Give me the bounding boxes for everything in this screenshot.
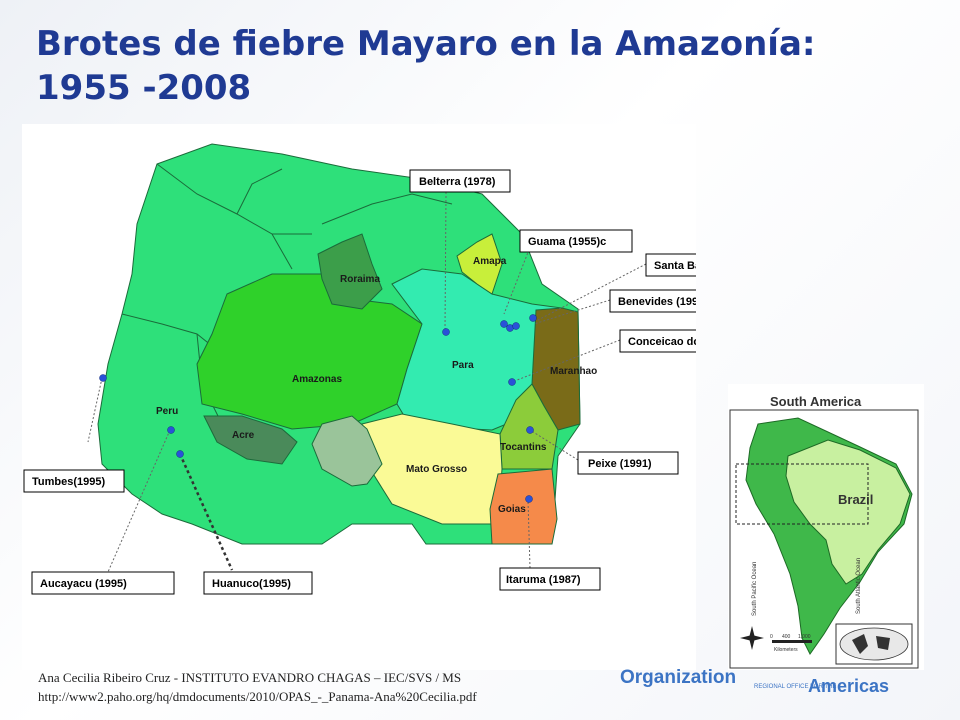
region-amapa [456, 233, 503, 295]
inset-study-area [735, 463, 869, 525]
scale-tick-400: 400 [782, 634, 791, 640]
outbreak-conceicao: Conceicao do Araguaia (1981) [628, 336, 696, 348]
amazon-outbreak-map: Roraima Amapa Amazonas Para Maranhao Acr… [22, 124, 696, 670]
inset-brazil [785, 439, 911, 585]
leader-lines [87, 191, 647, 573]
label-amapa: Amapa [473, 256, 507, 267]
title-line-2: 1955 -2008 [36, 68, 252, 108]
boundary-lines [121, 163, 453, 425]
point-tumbes [99, 374, 107, 382]
point-guama [500, 320, 508, 328]
organization-logo: Organization [620, 667, 737, 688]
box-benevides [609, 289, 696, 313]
americas-logo-small: REGIONAL OFFICE FOR THE [754, 684, 837, 690]
label-peru: Peru [156, 406, 178, 417]
outbreak-aucayacu: Aucayacu (1995) [40, 578, 127, 590]
box-peixe [577, 451, 679, 475]
point-peixe [526, 426, 534, 434]
inset-brazil-label: Brazil [838, 492, 873, 507]
title-line-1: Brotes de fiebre Mayaro en la Amazonía: [36, 24, 816, 64]
label-para: Para [452, 360, 474, 371]
label-tocantins: Tocantins [500, 442, 547, 453]
outbreak-points [99, 314, 537, 503]
box-conceicao [619, 329, 696, 353]
scale-tick-0: 0 [770, 634, 773, 640]
slide-title: Brotes de fiebre Mayaro en la Amazonía: … [36, 22, 916, 110]
region-roraima [317, 233, 383, 310]
americas-logo: REGIONAL OFFICE FOR THE Americas [748, 666, 908, 702]
box-guama [519, 229, 633, 253]
box-belterra [409, 169, 511, 193]
outbreak-huanuco: Huanuco(1995) [212, 578, 291, 590]
point-aucayacu [167, 426, 175, 434]
compass-icon [740, 626, 764, 650]
source-credit: Ana Cecilia Ribeiro Cruz - INSTITUTO EVA… [38, 668, 678, 706]
outbreak-belterra: Belterra (1978) [419, 176, 496, 188]
south-america-inset: South America Brazil South Pacific Ocean… [728, 384, 924, 670]
box-santa-barbara [645, 253, 696, 277]
outbreak-santa-barbara: Santa Barbara (2008) [654, 260, 696, 272]
credit-author: Ana Cecilia Ribeiro Cruz - INSTITUTO EVA… [38, 670, 462, 685]
scale-tick-1000: 1,000 [798, 634, 811, 640]
label-acre: Acre [232, 430, 255, 441]
outbreak-tumbes: Tumbes(1995) [32, 476, 105, 488]
inset-atlantic-label: South Atlantic Ocean [856, 558, 862, 614]
inset-svg: South America Brazil South Pacific Ocean… [729, 394, 919, 669]
box-itaruma [499, 567, 601, 591]
point-belterra [442, 328, 450, 336]
globe-icon [835, 623, 913, 665]
region-acre [203, 415, 298, 465]
scale-label: Kilometers [774, 647, 798, 653]
label-roraima: Roraima [340, 274, 380, 285]
americas-logo-big: Americas [808, 676, 890, 696]
outbreak-guama: Guama (1955)c [528, 236, 606, 248]
box-aucayacu [31, 571, 175, 595]
label-amazonas: Amazonas [292, 374, 342, 385]
outbreak-itaruma: Itaruma (1987) [506, 574, 581, 586]
label-maranhao: Maranhao [550, 366, 597, 377]
point-itaruma [525, 495, 533, 503]
inset-pacific-label: South Pacific Ocean [752, 562, 758, 616]
scale-bar: 0 400 1,000 Kilometers [770, 634, 812, 653]
outbreak-benevides: Benevides (1991) [618, 296, 696, 308]
point-huanuco [176, 450, 184, 458]
region-goias [489, 468, 558, 545]
box-tumbes [23, 469, 125, 493]
credit-url: http://www2.paho.org/hq/dmdocuments/2010… [38, 689, 477, 704]
point-benevides [512, 322, 520, 330]
box-huanuco [203, 571, 313, 595]
outbreak-peixe: Peixe (1991) [588, 458, 652, 470]
label-goias: Goias [498, 504, 526, 515]
map-svg: Roraima Amapa Amazonas Para Maranhao Acr… [23, 143, 696, 595]
point-conceicao [508, 378, 516, 386]
label-mato-grosso: Mato Grosso [406, 464, 467, 475]
point-benevides-2 [529, 314, 537, 322]
inset-title: South America [770, 394, 862, 409]
region-bolivia [311, 415, 383, 487]
